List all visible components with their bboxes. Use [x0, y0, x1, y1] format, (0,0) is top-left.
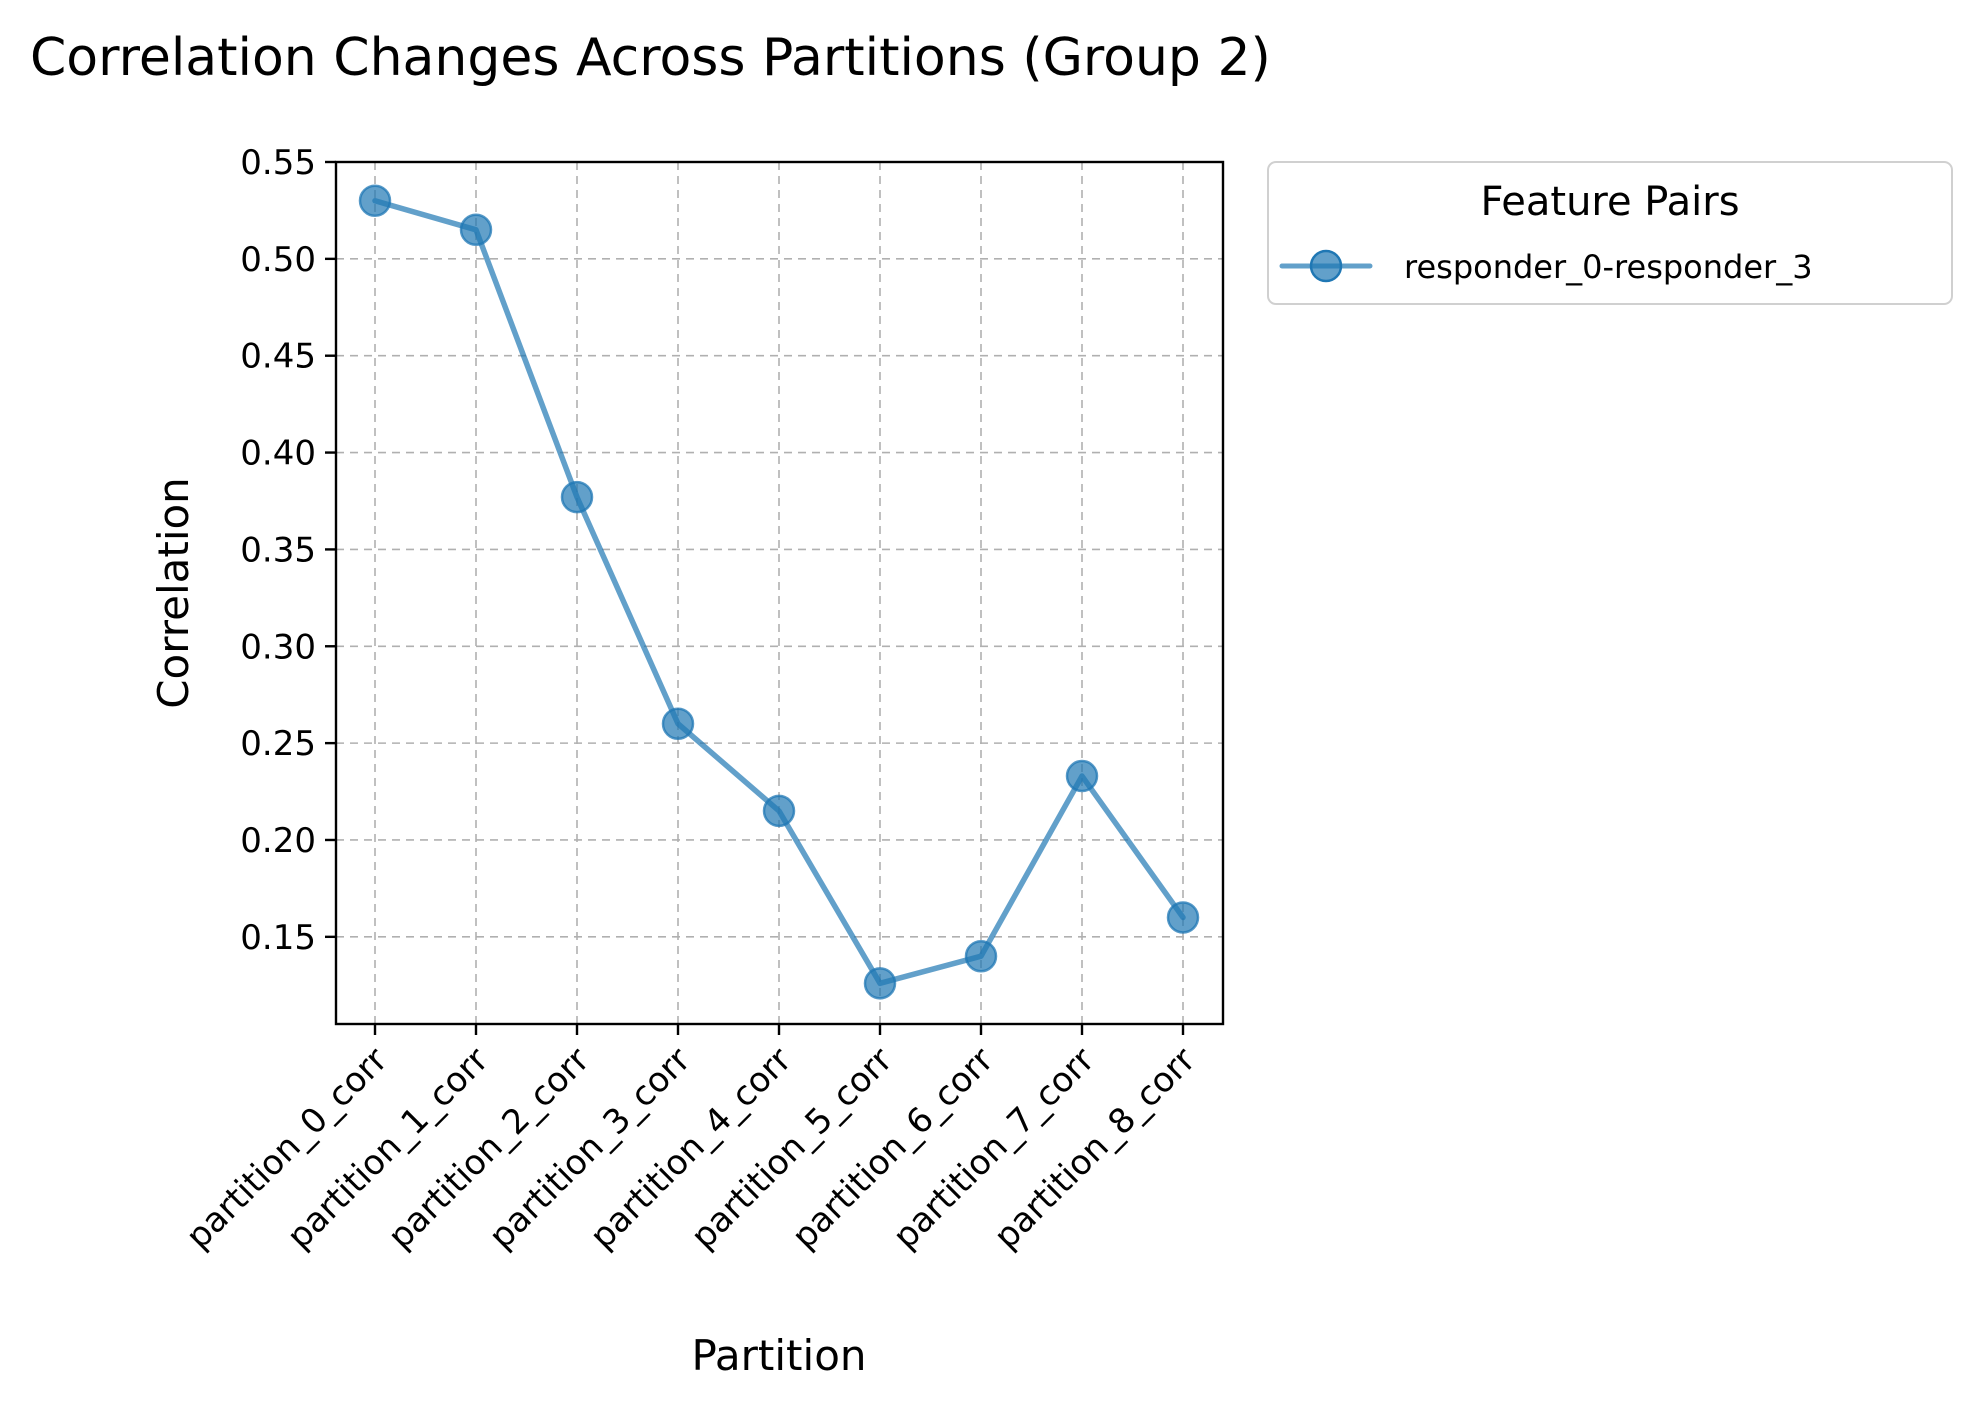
- grid: [336, 161, 1223, 1024]
- y-tick-label: 0.25: [240, 724, 316, 764]
- y-tick-label: 0.55: [240, 143, 316, 183]
- chart-title: Correlation Changes Across Partitions (G…: [30, 28, 1271, 88]
- x-axis-label: Partition: [691, 1331, 866, 1380]
- axis-ticks: 0.150.200.250.300.350.400.450.500.55part…: [178, 143, 1203, 1257]
- legend-title: Feature Pairs: [1480, 179, 1739, 225]
- legend-marker: [1309, 249, 1343, 283]
- legend-entry: responder_0-responder_3: [1404, 248, 1813, 286]
- legend: Feature Pairs responder_0-responder_3: [1267, 161, 1953, 305]
- data-point-marker: [863, 967, 897, 1000]
- data-point-marker: [1065, 759, 1099, 793]
- data-point-marker: [762, 794, 796, 828]
- series-layer: [358, 184, 1200, 1000]
- data-point-marker: [358, 184, 392, 217]
- data-point-marker: [1166, 901, 1200, 934]
- data-point-marker: [560, 480, 594, 514]
- data-point-marker: [661, 707, 695, 741]
- y-tick-label: 0.15: [240, 918, 316, 958]
- y-tick-label: 0.50: [240, 240, 316, 280]
- data-point-marker: [459, 213, 493, 247]
- y-tick-label: 0.35: [240, 530, 316, 570]
- data-point-marker: [964, 939, 998, 973]
- plot-area: [334, 160, 1225, 1026]
- y-tick-label: 0.20: [240, 821, 316, 861]
- y-tick-label: 0.40: [240, 434, 316, 474]
- y-tick-label: 0.30: [240, 627, 316, 667]
- legend-frame: [1267, 161, 1953, 305]
- y-tick-label: 0.45: [240, 337, 316, 377]
- y-axis-label: Correlation: [149, 477, 198, 709]
